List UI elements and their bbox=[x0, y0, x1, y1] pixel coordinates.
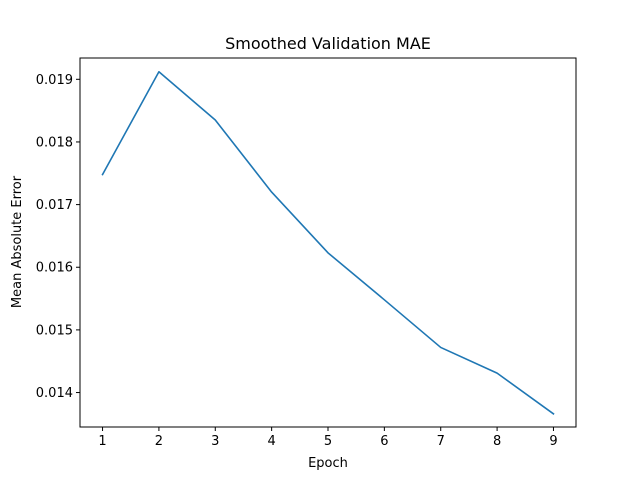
x-tick-label-7: 7 bbox=[437, 434, 445, 449]
x-tick-label-1: 1 bbox=[98, 434, 106, 449]
x-tick-label-6: 6 bbox=[380, 434, 388, 449]
y-tick-label-1: 0.015 bbox=[36, 323, 73, 338]
x-tick-label-5: 5 bbox=[324, 434, 332, 449]
x-tick-label-8: 8 bbox=[493, 434, 501, 449]
plot-area: 1 2 3 4 5 6 7 8 9 0.014 0.015 0.016 0.017 0.018 0.019 bbox=[36, 57, 577, 449]
y-tick-label-2: 0.016 bbox=[36, 261, 73, 276]
series-line bbox=[101, 70, 555, 415]
y-tick-label-0: 0.014 bbox=[36, 386, 73, 401]
x-axis-label: Epoch bbox=[308, 456, 348, 471]
y-tick-label-4: 0.018 bbox=[36, 135, 73, 150]
y-tick-label-3: 0.017 bbox=[36, 198, 73, 213]
x-tick-label-9: 9 bbox=[549, 434, 557, 449]
x-tick-label-2: 2 bbox=[155, 434, 163, 449]
x-tick-label-4: 4 bbox=[267, 434, 275, 449]
chart-title: Smoothed Validation MAE bbox=[225, 34, 431, 53]
y-axis-label: Mean Absolute Error bbox=[10, 175, 25, 308]
y-tick-label-5: 0.019 bbox=[36, 73, 73, 88]
axes-frame bbox=[79, 57, 577, 428]
x-tick-label-3: 3 bbox=[211, 434, 219, 449]
